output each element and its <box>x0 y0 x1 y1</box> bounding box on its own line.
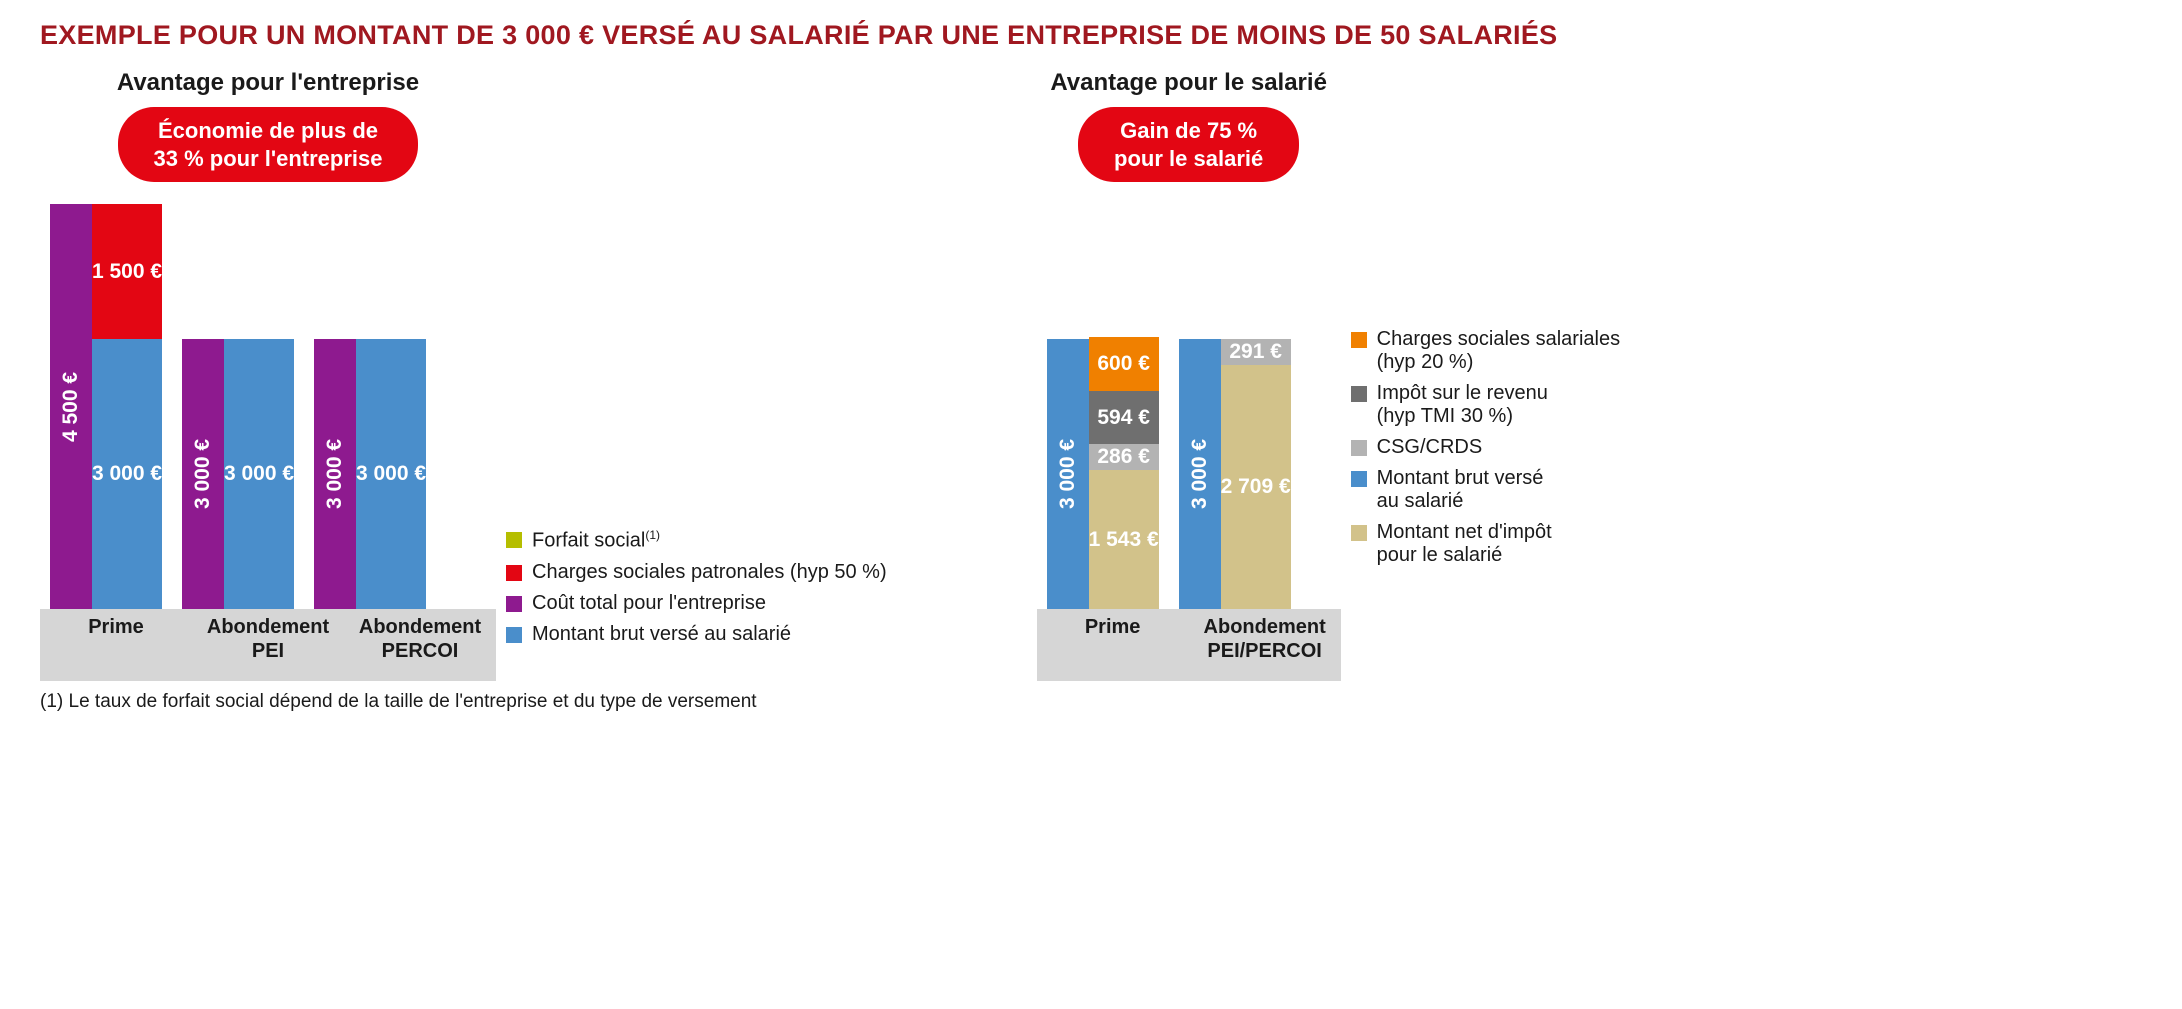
stack-seg: 3 000 € <box>92 339 162 609</box>
total-bar: 3 000 € <box>1179 339 1221 609</box>
right-subtitle: Avantage pour le salarié <box>1050 69 1327 97</box>
legend-swatch <box>506 596 522 612</box>
total-bar-seg: 3 000 € <box>314 339 356 609</box>
total-bar: 3 000 € <box>182 339 224 609</box>
axis-label: Prime <box>40 615 192 639</box>
right-plot-area: 3 000 € 1 543 € 286 € 594 € 600 € 3 000 € 2 70… <box>1037 109 1341 609</box>
left-legend: Forfait social(1) Charges sociales patron… <box>506 69 887 654</box>
chart-row: Avantage pour l'entreprise Économie de p… <box>40 69 2142 681</box>
legend-item: Montant brut verséau salarié <box>1351 467 1620 513</box>
legend-item: Forfait social(1) <box>506 528 887 553</box>
right-axis-strip: PrimeAbondementPEI/PERCOI <box>1037 609 1341 681</box>
legend-swatch <box>1351 440 1367 456</box>
legend-text: Charges sociales patronales (hyp 50 %) <box>532 561 887 584</box>
right-legend: Charges sociales salariales(hyp 20 %) Imp… <box>1351 69 1620 654</box>
legend-text: Charges sociales salariales(hyp 20 %) <box>1377 328 1620 374</box>
legend-swatch <box>1351 386 1367 402</box>
legend-swatch <box>1351 471 1367 487</box>
stack-bar: 3 000 € 1 500 € <box>92 204 162 609</box>
total-bar-seg: 4 500 € <box>50 204 92 609</box>
total-bar-label: 3 000 € <box>1056 439 1080 509</box>
main-title: EXEMPLE POUR UN MONTANT DE 3 000 € VERSÉ… <box>40 20 2142 51</box>
legend-text: Montant brut versé au salarié <box>532 623 791 646</box>
legend-text: Montant brut verséau salarié <box>1377 467 1544 513</box>
stack-seg: 291 € <box>1221 339 1291 365</box>
stack-seg: 3 000 € <box>356 339 426 609</box>
total-bar: 4 500 € <box>50 204 92 609</box>
legend-item: Charges sociales salariales(hyp 20 %) <box>1351 328 1620 374</box>
stack-seg-label: 3 000 € <box>92 462 162 486</box>
stack-bar: 1 543 € 286 € 594 € 600 € <box>1089 337 1159 609</box>
stack-seg-label: 3 000 € <box>224 462 294 486</box>
axis-label: Prime <box>1037 615 1189 639</box>
left-chart-block: Avantage pour l'entreprise Économie de p… <box>40 69 496 681</box>
right-chart-block: Avantage pour le salarié Gain de 75 % po… <box>1037 69 1341 681</box>
total-bar-label: 3 000 € <box>323 439 347 509</box>
stack-seg-label: 1 543 € <box>1089 528 1159 552</box>
bar-group: 3 000 € 3 000 € <box>314 339 426 609</box>
legend-text: Impôt sur le revenu(hyp TMI 30 %) <box>1377 382 1548 428</box>
total-bar-label: 3 000 € <box>191 439 215 509</box>
legend-swatch <box>506 565 522 581</box>
legend-text: Coût total pour l'entreprise <box>532 592 766 615</box>
legend-item: Charges sociales patronales (hyp 50 %) <box>506 561 887 584</box>
stack-seg-label: 1 500 € <box>92 260 162 284</box>
stack-bar: 3 000 € <box>224 339 294 609</box>
stack-bar: 2 709 € 291 € <box>1221 339 1291 609</box>
legend-swatch <box>1351 332 1367 348</box>
left-axis-strip: PrimeAbondementPEIAbondementPERCOI <box>40 609 496 681</box>
bar-group: 3 000 € 1 543 € 286 € 594 € 600 € <box>1047 337 1159 609</box>
stack-seg: 600 € <box>1089 337 1159 391</box>
stack-seg-label: 291 € <box>1229 340 1282 364</box>
legend-item: Impôt sur le revenu(hyp TMI 30 %) <box>1351 382 1620 428</box>
legend-text: CSG/CRDS <box>1377 436 1483 459</box>
stack-seg: 1 500 € <box>92 204 162 339</box>
stack-seg: 2 709 € <box>1221 365 1291 609</box>
stack-seg: 286 € <box>1089 444 1159 470</box>
legend-swatch <box>506 532 522 548</box>
stack-seg-label: 2 709 € <box>1221 475 1291 499</box>
legend-item: CSG/CRDS <box>1351 436 1620 459</box>
stack-seg-label: 600 € <box>1097 352 1150 376</box>
legend-item: Coût total pour l'entreprise <box>506 592 887 615</box>
axis-label: AbondementPEI <box>192 615 344 663</box>
stack-seg: 1 543 € <box>1089 470 1159 609</box>
total-bar-seg: 3 000 € <box>182 339 224 609</box>
axis-label: AbondementPEI/PERCOI <box>1189 615 1341 663</box>
legend-text: Montant net d'impôtpour le salarié <box>1377 521 1552 567</box>
stack-seg-label: 3 000 € <box>356 462 426 486</box>
stack-seg-label: 286 € <box>1097 445 1150 469</box>
total-bar-label: 3 000 € <box>1188 439 1212 509</box>
left-plot-area: 4 500 €3 000 €1 500 €3 000 €3 000 €3 000… <box>40 109 496 609</box>
total-bar: 3 000 € <box>314 339 356 609</box>
total-bar-seg: 3 000 € <box>1179 339 1221 609</box>
total-bar-seg: 3 000 € <box>1047 339 1089 609</box>
stack-seg: 3 000 € <box>224 339 294 609</box>
legend-item: Montant brut versé au salarié <box>506 623 887 646</box>
axis-label: AbondementPERCOI <box>344 615 496 663</box>
total-bar-label: 4 500 € <box>59 371 83 441</box>
legend-swatch <box>506 627 522 643</box>
legend-swatch <box>1351 525 1367 541</box>
stack-seg-label: 594 € <box>1097 406 1150 430</box>
stack-bar: 3 000 € <box>356 339 426 609</box>
legend-text: Forfait social(1) <box>532 528 660 553</box>
legend-item: Montant net d'impôtpour le salarié <box>1351 521 1620 567</box>
bar-group: 4 500 € 3 000 € 1 500 € <box>50 204 162 609</box>
total-bar: 3 000 € <box>1047 339 1089 609</box>
footnote: (1) Le taux de forfait social dépend de … <box>40 691 2142 713</box>
bar-group: 3 000 € 3 000 € <box>182 339 294 609</box>
bar-group: 3 000 € 2 709 € 291 € <box>1179 339 1291 609</box>
left-subtitle: Avantage pour l'entreprise <box>117 69 419 97</box>
stack-seg: 594 € <box>1089 391 1159 444</box>
